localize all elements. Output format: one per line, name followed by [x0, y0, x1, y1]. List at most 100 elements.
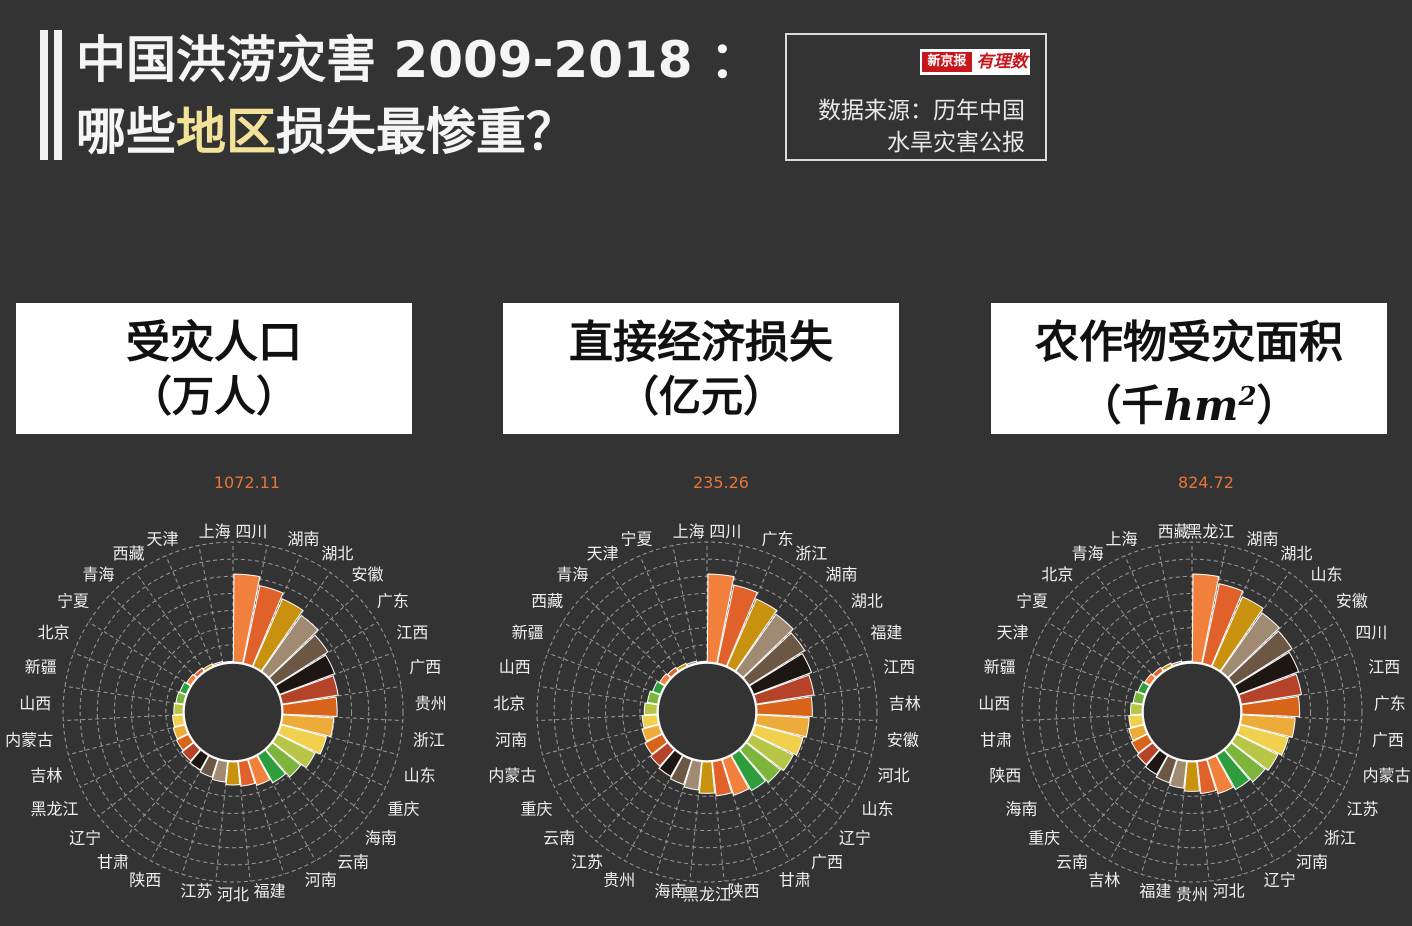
grid-spoke — [282, 685, 402, 705]
bar-江苏 — [211, 759, 229, 783]
grid-spoke — [181, 759, 219, 875]
bar-福建 — [748, 652, 813, 695]
bar-陕西 — [711, 759, 733, 797]
grid-spoke — [1220, 572, 1290, 672]
grid-spoke — [689, 761, 703, 882]
grid-spoke — [265, 749, 345, 842]
grid-spoke — [98, 742, 194, 817]
bar-江苏 — [1231, 733, 1279, 771]
category-label: 贵州 — [415, 694, 447, 713]
category-label: 贵州 — [1176, 885, 1208, 904]
bar-湖南 — [735, 613, 794, 679]
bar-陕西 — [199, 755, 219, 778]
category-label: 黑龙江 — [31, 799, 79, 818]
unit-sup: 2 — [1238, 382, 1257, 412]
bar-青海 — [1161, 662, 1173, 672]
inner-hole — [657, 662, 757, 762]
title-highlight: 地区 — [176, 103, 276, 161]
source-box: 新京报 有理数 数据来源：历年中国 水旱灾害公报 — [785, 33, 1047, 161]
category-label: 浙江 — [795, 544, 827, 563]
bar-贵州 — [1183, 761, 1201, 792]
category-label: 广西 — [409, 657, 441, 676]
grid-circle — [113, 592, 353, 832]
category-label: 青海 — [556, 565, 588, 584]
bar-宁夏 — [185, 673, 198, 686]
grid-spoke — [1157, 545, 1183, 664]
category-label: 辽宁 — [69, 828, 101, 847]
category-label: 甘肃 — [980, 731, 1012, 750]
grid-spoke — [751, 733, 860, 788]
panel-unit: （亿元） — [616, 372, 785, 421]
category-label: 安徽 — [352, 565, 384, 584]
category-label: 安徽 — [1336, 592, 1368, 611]
bar-浙江 — [1224, 742, 1266, 783]
bar-甘肃 — [189, 749, 210, 771]
bar-西藏 — [1181, 660, 1193, 664]
bar-天津 — [1137, 681, 1151, 695]
category-label: 广东 — [1374, 694, 1406, 713]
grid-spoke — [756, 714, 877, 722]
category-label: 贵州 — [603, 870, 635, 889]
category-label: 重庆 — [387, 799, 419, 818]
bar-广西 — [1239, 714, 1296, 738]
grid-spoke — [242, 545, 268, 664]
polar-chart-crop: 黑龙江 湖南湖北山东安徽四川江西广东广西内蒙古江苏浙江河南辽宁河北贵州福建吉林云南… — [978, 473, 1410, 904]
bar-湖北 — [742, 632, 806, 686]
bar-北京 — [1152, 666, 1164, 679]
grid-spoke — [1231, 742, 1327, 817]
grid-spoke — [1201, 545, 1227, 664]
bar-上海 — [696, 660, 708, 664]
bar-四川 — [1233, 651, 1300, 695]
category-label: 天津 — [587, 544, 619, 563]
category-label: 湖北 — [1280, 544, 1312, 563]
bar-内蒙古 — [641, 724, 663, 742]
category-label: 广西 — [811, 852, 843, 871]
bar-吉林 — [1155, 755, 1178, 784]
bar-甘肃 — [721, 755, 750, 796]
bar-江西 — [1238, 673, 1302, 705]
title-accent-bar-2 — [54, 30, 62, 160]
grid-spoke — [735, 572, 805, 672]
panel-crop-area: 农作物受灾面积 （千hm2） — [991, 303, 1387, 434]
max-value-label: 824.72 — [1178, 473, 1234, 492]
bar-浙江 — [726, 598, 778, 672]
bar-海南 — [1130, 733, 1153, 754]
bar-青海 — [667, 666, 679, 679]
bar-广西 — [730, 749, 767, 792]
grid-circle — [1072, 592, 1312, 832]
category-label: 海南 — [654, 881, 686, 900]
bar-四川 — [232, 573, 261, 664]
bar-新疆 — [1132, 691, 1146, 705]
grid-spoke — [1027, 724, 1144, 756]
bar-云南 — [256, 749, 287, 784]
bar-海南 — [265, 742, 302, 778]
category-label: 陕西 — [129, 870, 161, 889]
panel-affected-population: 受灾人口 （万人） — [16, 303, 412, 434]
bar-天津 — [212, 660, 224, 667]
grid-circle — [1038, 558, 1346, 866]
bar-四川 — [706, 573, 735, 664]
grid-spoke — [753, 652, 867, 696]
bar-重庆 — [272, 733, 316, 769]
grid-spoke — [165, 555, 214, 667]
title-line-1: 中国洪涝灾害 2009-2018 ： — [76, 31, 760, 89]
grid-spoke — [537, 714, 658, 722]
category-label: 山西 — [978, 694, 1010, 713]
panel-label: 受灾人口 — [126, 317, 302, 368]
grid-spoke — [281, 724, 398, 756]
grid-spoke — [256, 755, 316, 861]
grid-spoke — [109, 594, 198, 678]
bar-安徽 — [754, 714, 810, 738]
category-label: 江苏 — [571, 852, 603, 871]
bar-江西 — [274, 654, 336, 695]
category-label: 江西 — [1368, 657, 1400, 676]
category-label: 河南 — [1296, 852, 1328, 871]
category-label: 吉林 — [1088, 870, 1120, 889]
bar-山西 — [173, 702, 185, 716]
grid-spoke — [1215, 755, 1275, 861]
panel-unit: （千hm2） — [991, 369, 1387, 434]
bar-内蒙古 — [1236, 724, 1289, 756]
grid-spoke — [1140, 759, 1178, 875]
bar-湖北 — [252, 598, 304, 672]
